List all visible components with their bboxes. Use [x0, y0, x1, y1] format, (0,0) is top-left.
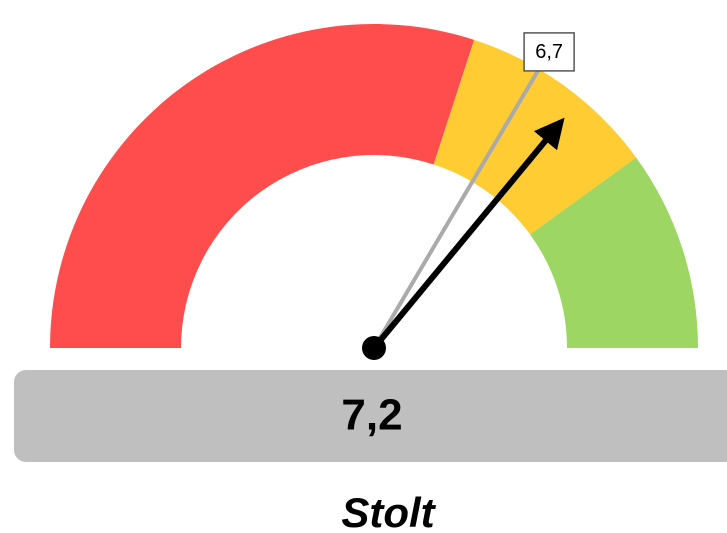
gauge-band — [530, 157, 698, 348]
gauge-label: Stolt — [341, 489, 436, 533]
needle — [371, 117, 565, 350]
target-line — [372, 66, 542, 350]
gauge-band — [50, 23, 475, 348]
target-label-box — [523, 32, 575, 72]
value-panel — [14, 370, 727, 462]
target-label: 6,7 — [535, 41, 563, 63]
value-label: 7,2 — [341, 391, 402, 440]
gauge-bands — [50, 23, 698, 348]
needle-hub — [362, 336, 386, 360]
